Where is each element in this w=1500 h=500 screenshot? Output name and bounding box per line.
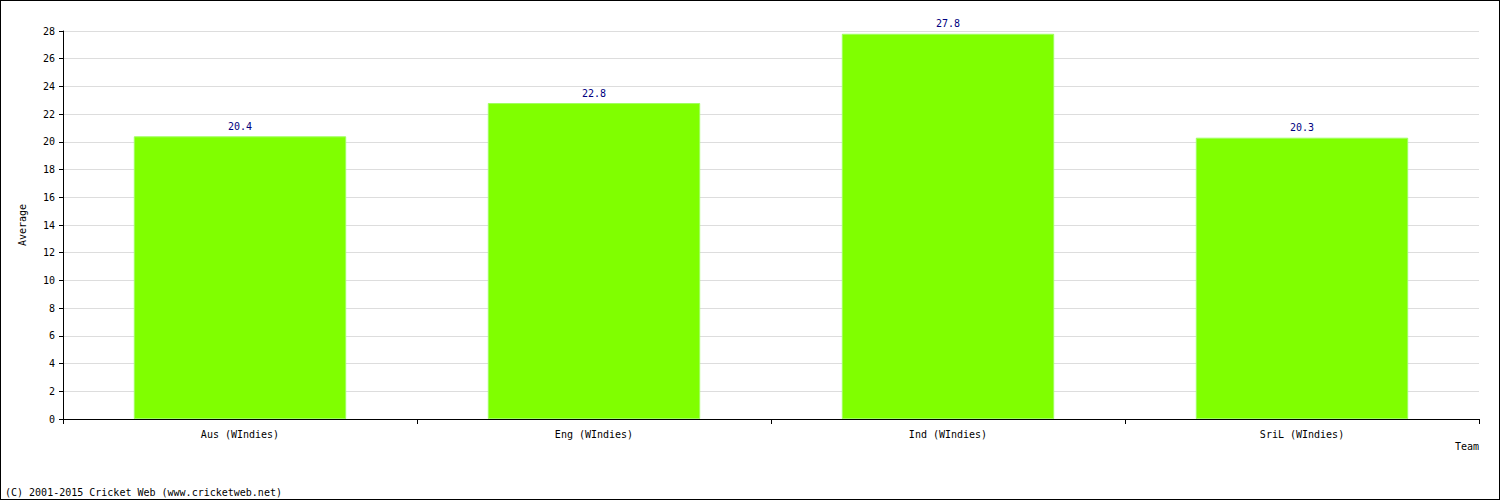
- svg-text:12: 12: [43, 247, 55, 258]
- svg-text:0: 0: [49, 414, 55, 425]
- svg-text:24: 24: [43, 81, 55, 92]
- svg-text:18: 18: [43, 164, 55, 175]
- svg-text:6: 6: [49, 330, 55, 341]
- svg-text:(C) 2001-2015 Cricket Web (www: (C) 2001-2015 Cricket Web (www.cricketwe…: [5, 487, 282, 498]
- svg-text:14: 14: [43, 220, 55, 231]
- svg-text:28: 28: [43, 26, 55, 37]
- svg-text:22.8: 22.8: [582, 88, 606, 99]
- svg-text:Average: Average: [17, 204, 28, 246]
- svg-text:Eng (WIndies): Eng (WIndies): [555, 429, 633, 440]
- svg-text:20.3: 20.3: [1290, 122, 1314, 133]
- svg-text:20: 20: [43, 136, 55, 147]
- svg-text:Team: Team: [1455, 441, 1479, 452]
- svg-text:16: 16: [43, 192, 55, 203]
- svg-text:22: 22: [43, 109, 55, 120]
- svg-text:8: 8: [49, 303, 55, 314]
- svg-text:2: 2: [49, 386, 55, 397]
- svg-text:Aus (WIndies): Aus (WIndies): [201, 429, 279, 440]
- svg-text:Ind (WIndies): Ind (WIndies): [909, 429, 987, 440]
- svg-text:SriL (WIndies): SriL (WIndies): [1260, 429, 1344, 440]
- svg-text:4: 4: [49, 358, 55, 369]
- svg-text:27.8: 27.8: [936, 18, 960, 29]
- svg-text:20.4: 20.4: [228, 121, 252, 132]
- svg-text:10: 10: [43, 275, 55, 286]
- svg-text:26: 26: [43, 53, 55, 64]
